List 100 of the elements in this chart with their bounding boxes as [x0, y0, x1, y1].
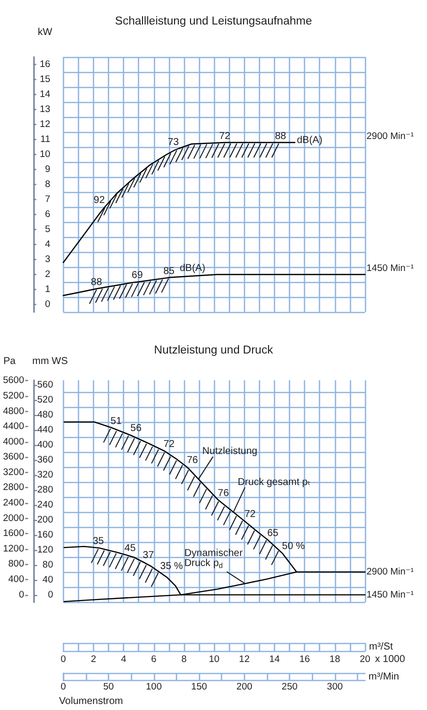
y-tick-label: 480 [37, 409, 54, 420]
chart-title: Nutzleistung und Druck [154, 344, 274, 357]
annotation: 69 [132, 270, 143, 281]
annotation: 76 [218, 488, 229, 499]
y-tick-label: 10 [40, 149, 50, 160]
annotation: dB(A) [180, 263, 206, 274]
text: Volumenstrom [59, 696, 123, 708]
x-tick-label: 8 [181, 654, 187, 665]
x-tick-label: 18 [330, 654, 340, 665]
annotation: 88 [90, 276, 102, 288]
x-tick-label: 20 [360, 654, 370, 665]
series-label: 1450 Min⁻¹ [366, 589, 414, 600]
annotation: 51 [110, 416, 122, 427]
y-tick-label: 14 [40, 89, 50, 100]
annotation: 85 [163, 266, 174, 276]
y-tick-label: 9 [45, 164, 50, 175]
y2-tick-label: 3600 [2, 452, 24, 463]
annotation: dB(A) [296, 134, 322, 146]
series-label: 1450 Min⁻¹ [366, 263, 414, 274]
y-axis-title: mm WS [32, 356, 68, 368]
annotation: 88 [274, 130, 286, 142]
annotation: Nutzleistung [202, 446, 258, 457]
y-tick-label: 0 [48, 589, 54, 600]
y-tick-label: 560 [37, 379, 54, 390]
y-tick-label: 5 [45, 224, 50, 235]
annotation: 65 [267, 528, 278, 539]
text: x 1000 [374, 654, 406, 665]
y-tick-label: 4 [45, 239, 50, 250]
y-tick-label: 12 [40, 119, 50, 130]
y-tick-label: 16 [40, 59, 50, 70]
y-tick-label: 13 [40, 104, 50, 115]
y-tick-label: 320 [37, 469, 54, 480]
y-tick-label: 15 [40, 74, 50, 85]
y-tick-label: 0 [45, 299, 50, 310]
y2-tick-label: 5600 [2, 375, 24, 386]
annotation: 35 [92, 536, 104, 547]
annotation: 35 % [160, 561, 183, 572]
y2-tick-label: 4400 [2, 421, 24, 432]
annotation: 56 [130, 423, 142, 434]
x2-tick-label: 250 [282, 682, 298, 693]
series-label: 2900 Min⁻¹ [366, 566, 414, 578]
y-tick-label: 6 [45, 209, 50, 220]
y-tick-label: 1 [45, 284, 50, 295]
y2-tick-label: 0 [18, 589, 24, 600]
y2-tick-label: 400 [8, 574, 24, 586]
annotation: 37 [142, 550, 154, 562]
y-tick-label: 40 [42, 574, 54, 586]
x2-tick-label: 0 [60, 682, 66, 693]
x-tick-label: 10 [208, 654, 220, 665]
y-axis-title: kW [38, 26, 53, 38]
y-tick-label: 240 [37, 499, 54, 510]
y2-tick-label: 1600 [2, 528, 24, 540]
x2-tick-label: 150 [191, 682, 208, 693]
y2-tick-label: 2400 [2, 498, 24, 509]
annotation: 72 [244, 509, 256, 520]
y2-tick-label: 4800 [2, 406, 24, 417]
annotation: Dynamischer Druck p$_{d}$ [184, 548, 243, 570]
y2-tick-label: 3200 [2, 466, 24, 478]
x-tick-label: 6 [151, 654, 156, 665]
y-tick-label: 120 [37, 544, 54, 556]
x2-tick-label: 100 [146, 682, 162, 693]
x-tick-label: 16 [299, 654, 310, 665]
y2-tick-label: 4000 [2, 436, 24, 448]
y2-tick-label: 800 [8, 558, 24, 570]
y-tick-label: 8 [45, 179, 50, 190]
y-tick-label: 160 [37, 529, 54, 540]
annotation: Druck gesamt pₜ [238, 477, 311, 488]
annotation: 76 [186, 455, 198, 466]
y-tick-label: 280 [37, 484, 54, 496]
y-tick-label: 7 [45, 194, 50, 205]
annotation: 72 [219, 130, 230, 142]
y-tick-label: 440 [37, 424, 54, 436]
annotation: 73 [168, 136, 179, 148]
y-tick-label: 11 [40, 134, 50, 145]
y-tick-label: 80 [42, 559, 54, 570]
y2-tick-label: 2000 [2, 512, 24, 524]
y-tick-label: 2 [45, 269, 50, 280]
y-tick-label: 400 [37, 439, 54, 450]
annotation: 72 [163, 438, 175, 450]
y-tick-label: 200 [37, 514, 54, 526]
x2-tick-label: 50 [103, 682, 114, 693]
x2-axis-title: m³/Min [368, 672, 400, 682]
y-tick-label: 3 [45, 254, 50, 265]
y2-tick-label: 2800 [2, 482, 24, 494]
x-axis-title: m³/St [369, 642, 394, 653]
x-tick-label: 2 [90, 654, 96, 665]
y2-tick-label: 5200 [2, 390, 24, 402]
x-tick-label: 0 [60, 654, 66, 665]
text: 2900 Min⁻¹ [366, 131, 414, 142]
annotation: 50 % [282, 541, 305, 552]
x-tick-label: 12 [239, 654, 250, 665]
annotation: 92 [94, 195, 105, 206]
chart-title: Schallleistung und Leistungsaufnahme [115, 16, 312, 28]
y-tick-label: 520 [37, 394, 54, 406]
x2-tick-label: 200 [236, 682, 252, 693]
x-tick-label: 4 [120, 654, 126, 665]
y2-tick-label: 1200 [2, 543, 24, 554]
x2-tick-label: 300 [326, 682, 343, 693]
y2-axis-title: Pa [3, 356, 16, 368]
y-tick-label: 360 [37, 454, 54, 466]
